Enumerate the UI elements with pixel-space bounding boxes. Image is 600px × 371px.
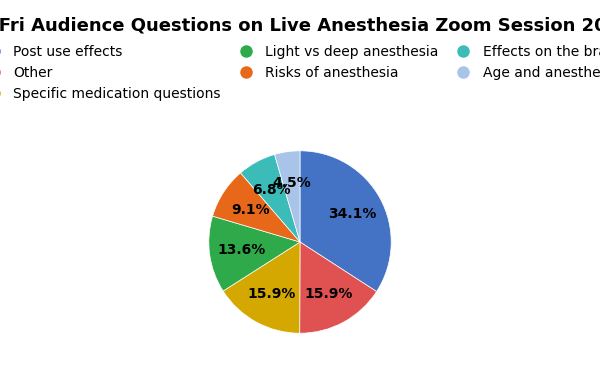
Wedge shape [223, 242, 300, 333]
Text: 13.6%: 13.6% [217, 243, 265, 257]
Legend: Post use effects, Other, Specific medication questions, Light vs deep anesthesia: Post use effects, Other, Specific medica… [0, 39, 600, 106]
Text: 6.8%: 6.8% [253, 183, 291, 197]
Wedge shape [241, 154, 300, 242]
Text: 34.1%: 34.1% [328, 207, 376, 221]
Wedge shape [275, 151, 300, 242]
Text: 9.1%: 9.1% [231, 203, 269, 217]
Wedge shape [300, 242, 377, 333]
Text: 15.9%: 15.9% [304, 287, 352, 301]
Wedge shape [300, 151, 391, 292]
Title: SciFri Audience Questions on Live Anesthesia Zoom Session 2023: SciFri Audience Questions on Live Anesth… [0, 17, 600, 35]
Wedge shape [212, 173, 300, 242]
Text: 4.5%: 4.5% [272, 176, 311, 190]
Wedge shape [209, 216, 300, 291]
Text: 15.9%: 15.9% [247, 287, 296, 301]
